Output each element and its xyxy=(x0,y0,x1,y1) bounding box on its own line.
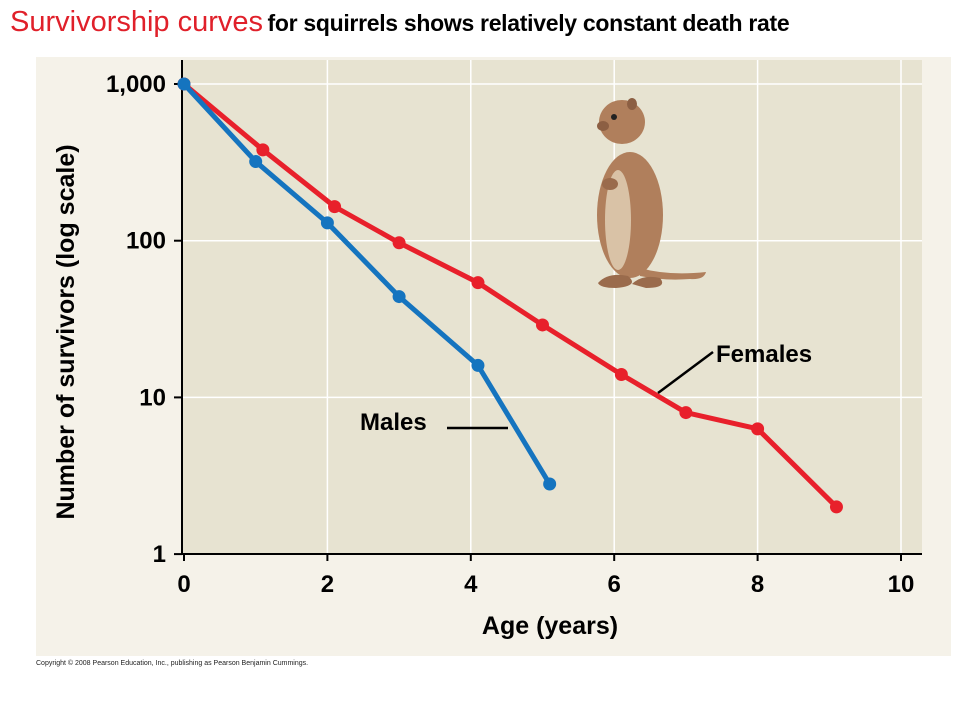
squirrel-snout xyxy=(597,121,609,131)
title-main: Survivorship curves xyxy=(10,6,264,38)
squirrel-eye xyxy=(611,114,617,120)
y-tick-label: 1,000 xyxy=(106,71,166,98)
copyright-notice: Copyright © 2008 Pearson Education, Inc.… xyxy=(36,660,309,667)
squirrel-icon xyxy=(597,98,706,288)
x-tick-label: 0 xyxy=(177,571,190,598)
squirrel-head xyxy=(599,100,645,144)
squirrel-ear xyxy=(627,98,637,110)
females-leader-line xyxy=(657,350,714,395)
data-point-females xyxy=(679,406,693,420)
x-tick-label: 4 xyxy=(464,571,478,598)
squirrel-paws xyxy=(602,178,618,190)
data-point-females xyxy=(471,276,485,290)
data-point-females xyxy=(256,143,270,157)
x-tick-label: 2 xyxy=(321,571,334,598)
data-point-males xyxy=(543,477,557,491)
squirrel-foot xyxy=(598,274,632,288)
chart-title: Survivorship curves for squirrels shows … xyxy=(10,6,790,39)
y-axis-title: Number of survivors (log scale) xyxy=(52,144,80,519)
squirrel-foot xyxy=(632,276,663,288)
data-point-males xyxy=(249,155,263,169)
series-label-females: Females xyxy=(716,341,812,368)
grid xyxy=(182,60,922,554)
squirrel-tail xyxy=(640,268,706,280)
series-label-males: Males xyxy=(360,409,427,436)
x-tick-label: 8 xyxy=(751,571,764,598)
y-tick-label: 10 xyxy=(139,384,166,411)
data-point-females xyxy=(536,318,549,332)
data-point-females xyxy=(829,500,843,514)
data-point-males xyxy=(320,216,334,230)
x-axis-title: Age (years) xyxy=(482,612,618,640)
series-line-males xyxy=(182,82,552,486)
axes: 0 2 4 6 8 10 1 10 100 1,000 xyxy=(106,60,922,598)
squirrel-belly xyxy=(605,170,631,270)
series-males xyxy=(177,77,557,491)
series-labels: Females Males xyxy=(360,341,812,436)
data-point-females xyxy=(328,200,342,214)
series-layer xyxy=(177,77,843,514)
data-point-males xyxy=(177,77,191,91)
title-subtitle: for squirrels shows relatively constant … xyxy=(267,10,790,36)
data-point-females xyxy=(751,422,765,436)
y-tick-label: 100 xyxy=(126,228,166,255)
x-tick-label: 10 xyxy=(888,571,915,598)
series-line-females xyxy=(182,82,839,509)
data-point-females xyxy=(614,368,628,382)
data-point-males xyxy=(471,358,485,372)
data-point-males xyxy=(392,290,406,304)
y-tick-label: 1 xyxy=(153,541,166,568)
x-tick-label: 6 xyxy=(608,571,621,598)
data-point-females xyxy=(392,236,406,250)
